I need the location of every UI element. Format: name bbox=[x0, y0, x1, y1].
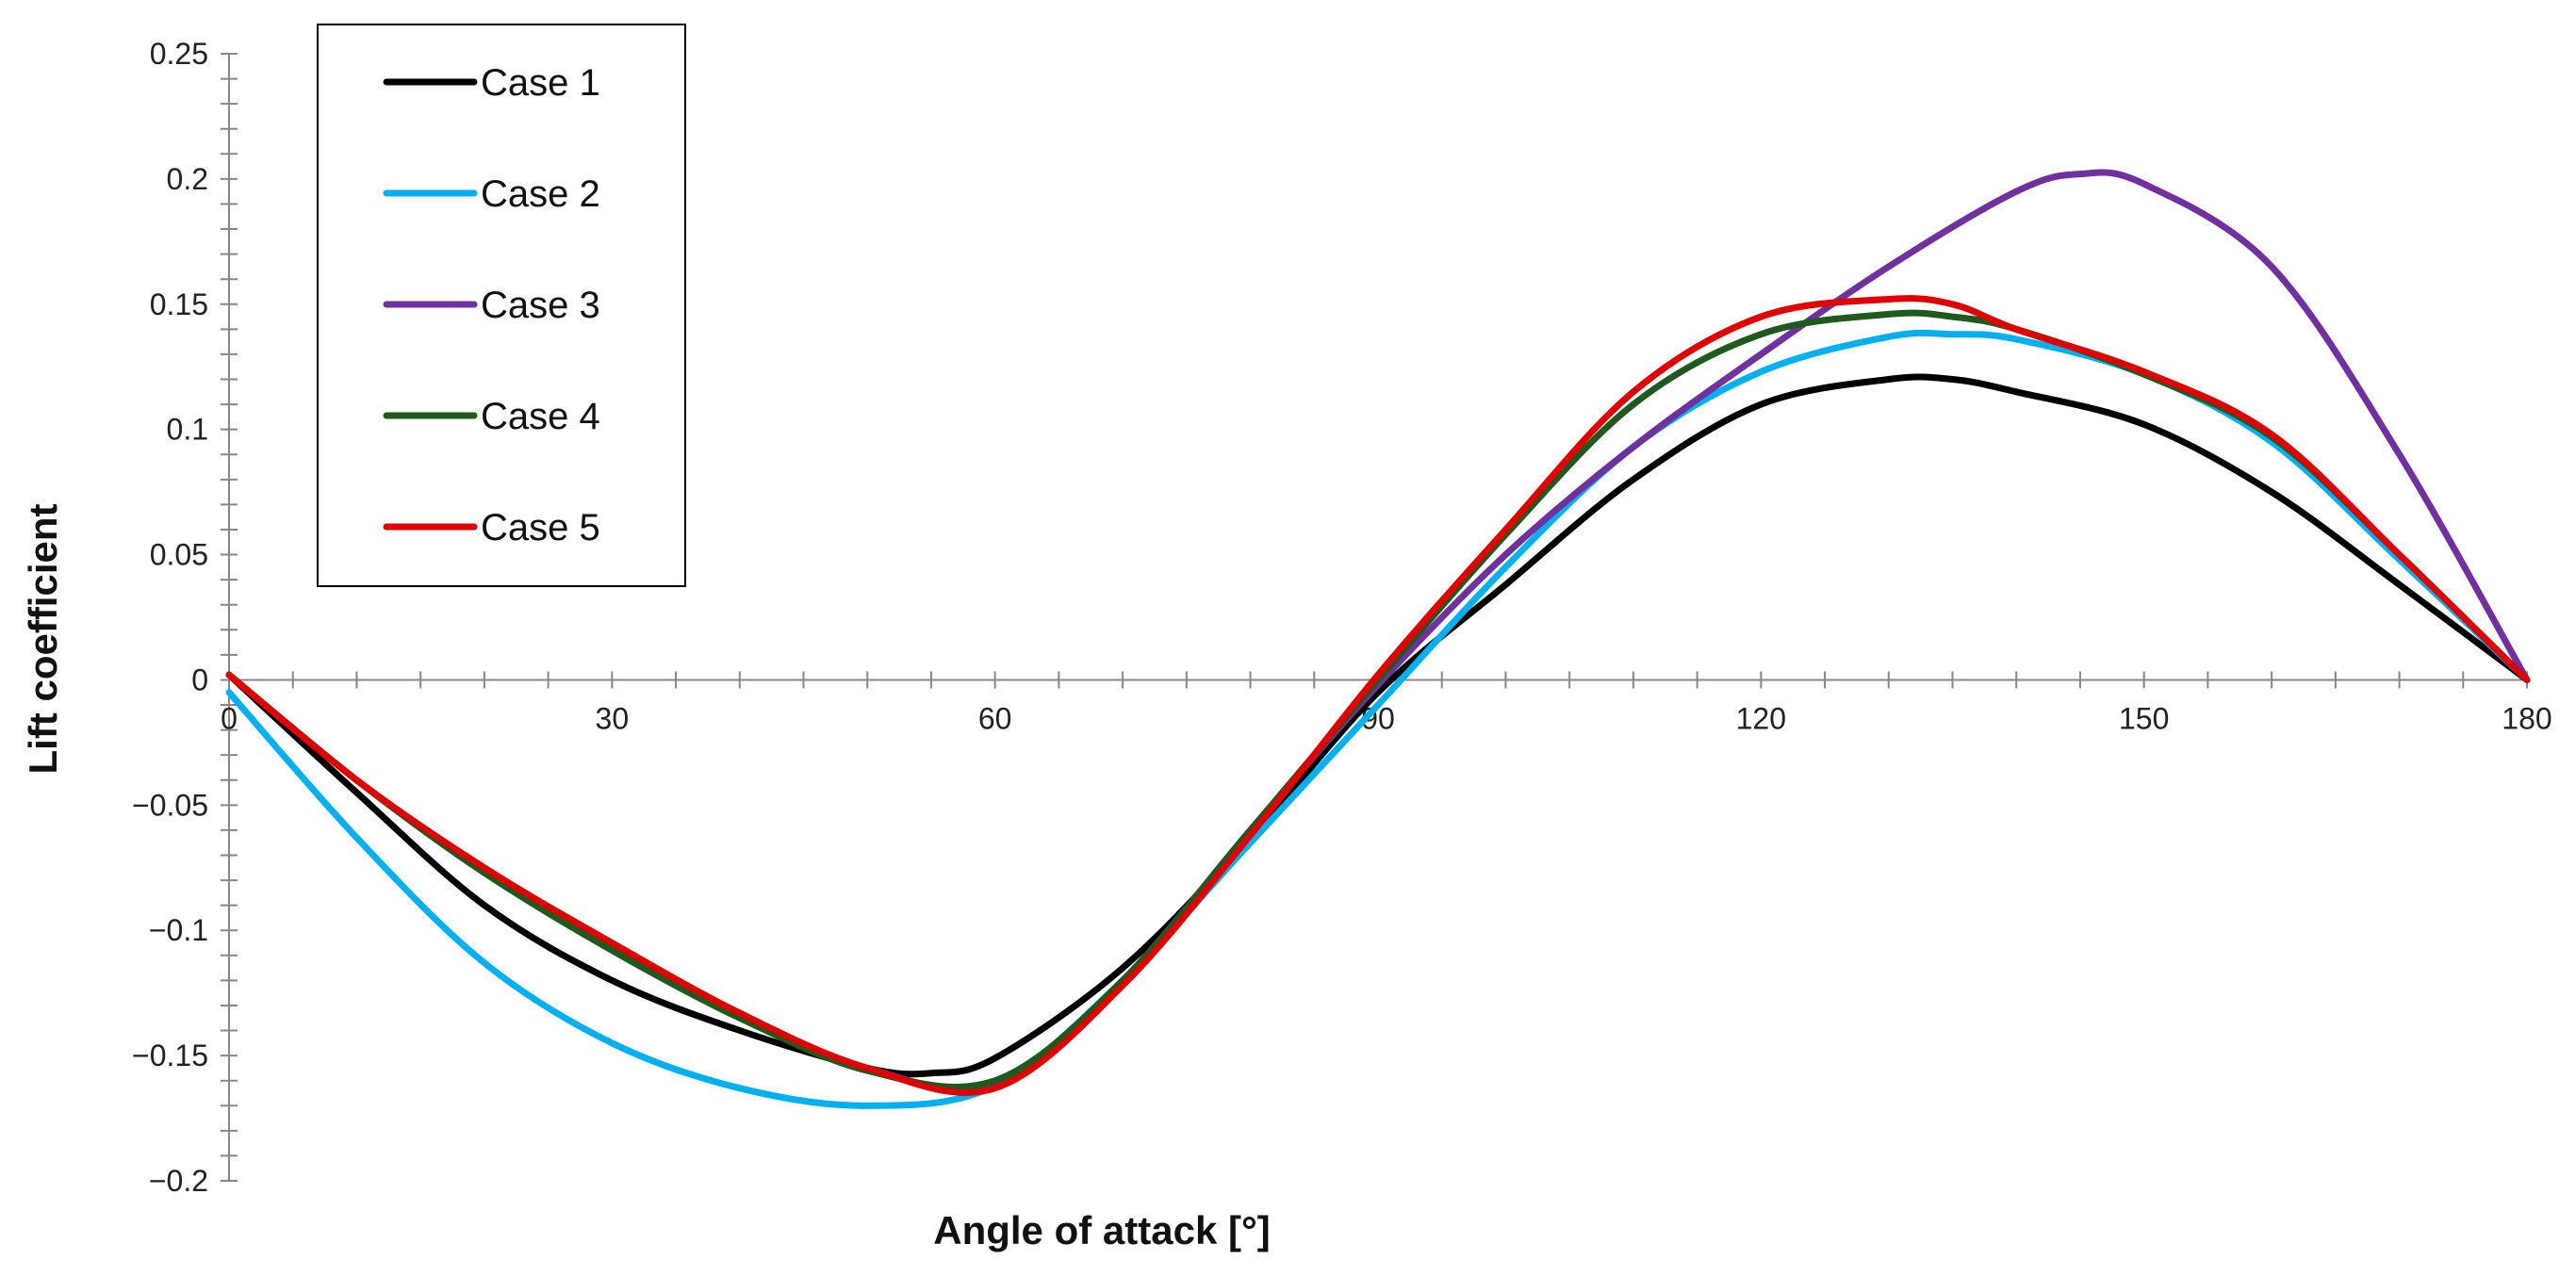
tick-labels: 0.25 0.2 0.15 0.1 0.05 0 −0.05 −0.1 −0.15 −0.2 0 30… bbox=[132, 37, 2552, 1198]
y-tick-label: 0 bbox=[191, 663, 208, 696]
y-tick-label: −0.1 bbox=[149, 913, 208, 947]
y-tick-label: −0.15 bbox=[132, 1039, 208, 1072]
x-tick-label: 180 bbox=[2502, 701, 2551, 735]
legend-box bbox=[317, 24, 686, 587]
x-tick-label: 120 bbox=[1736, 701, 1786, 735]
legend-label-case-5: Case 5 bbox=[481, 507, 600, 548]
y-tick-label: −0.05 bbox=[132, 788, 208, 822]
x-tick-label: 150 bbox=[2119, 701, 2169, 735]
legend-label-case-2: Case 2 bbox=[481, 173, 600, 215]
legend: Case 1 Case 2 Case 3 Case 4 Case 5 bbox=[317, 24, 686, 587]
y-axis-title: Lift coefficient bbox=[21, 503, 65, 774]
series-line-case-5 bbox=[225, 295, 2531, 1096]
series-line-case-1 bbox=[225, 373, 2531, 1078]
x-tick-label: 60 bbox=[978, 701, 1012, 735]
y-tick-label: −0.2 bbox=[149, 1164, 208, 1198]
x-axis-title: Angle of attack [°] bbox=[933, 1208, 1271, 1252]
y-tick-label: 0.15 bbox=[150, 287, 208, 321]
series-lines bbox=[225, 169, 2531, 1109]
legend-label-case-1: Case 1 bbox=[481, 62, 600, 104]
y-tick-label: 0.25 bbox=[150, 37, 208, 71]
y-tick-label: 0.05 bbox=[150, 538, 208, 572]
x-tick-label: 30 bbox=[596, 701, 630, 735]
x-tick-label: 0 bbox=[221, 701, 238, 735]
legend-label-case-4: Case 4 bbox=[481, 396, 600, 437]
legend-label-case-3: Case 3 bbox=[481, 285, 600, 326]
y-tick-label: 0.2 bbox=[167, 162, 208, 196]
y-tick-label: 0.1 bbox=[167, 413, 208, 447]
